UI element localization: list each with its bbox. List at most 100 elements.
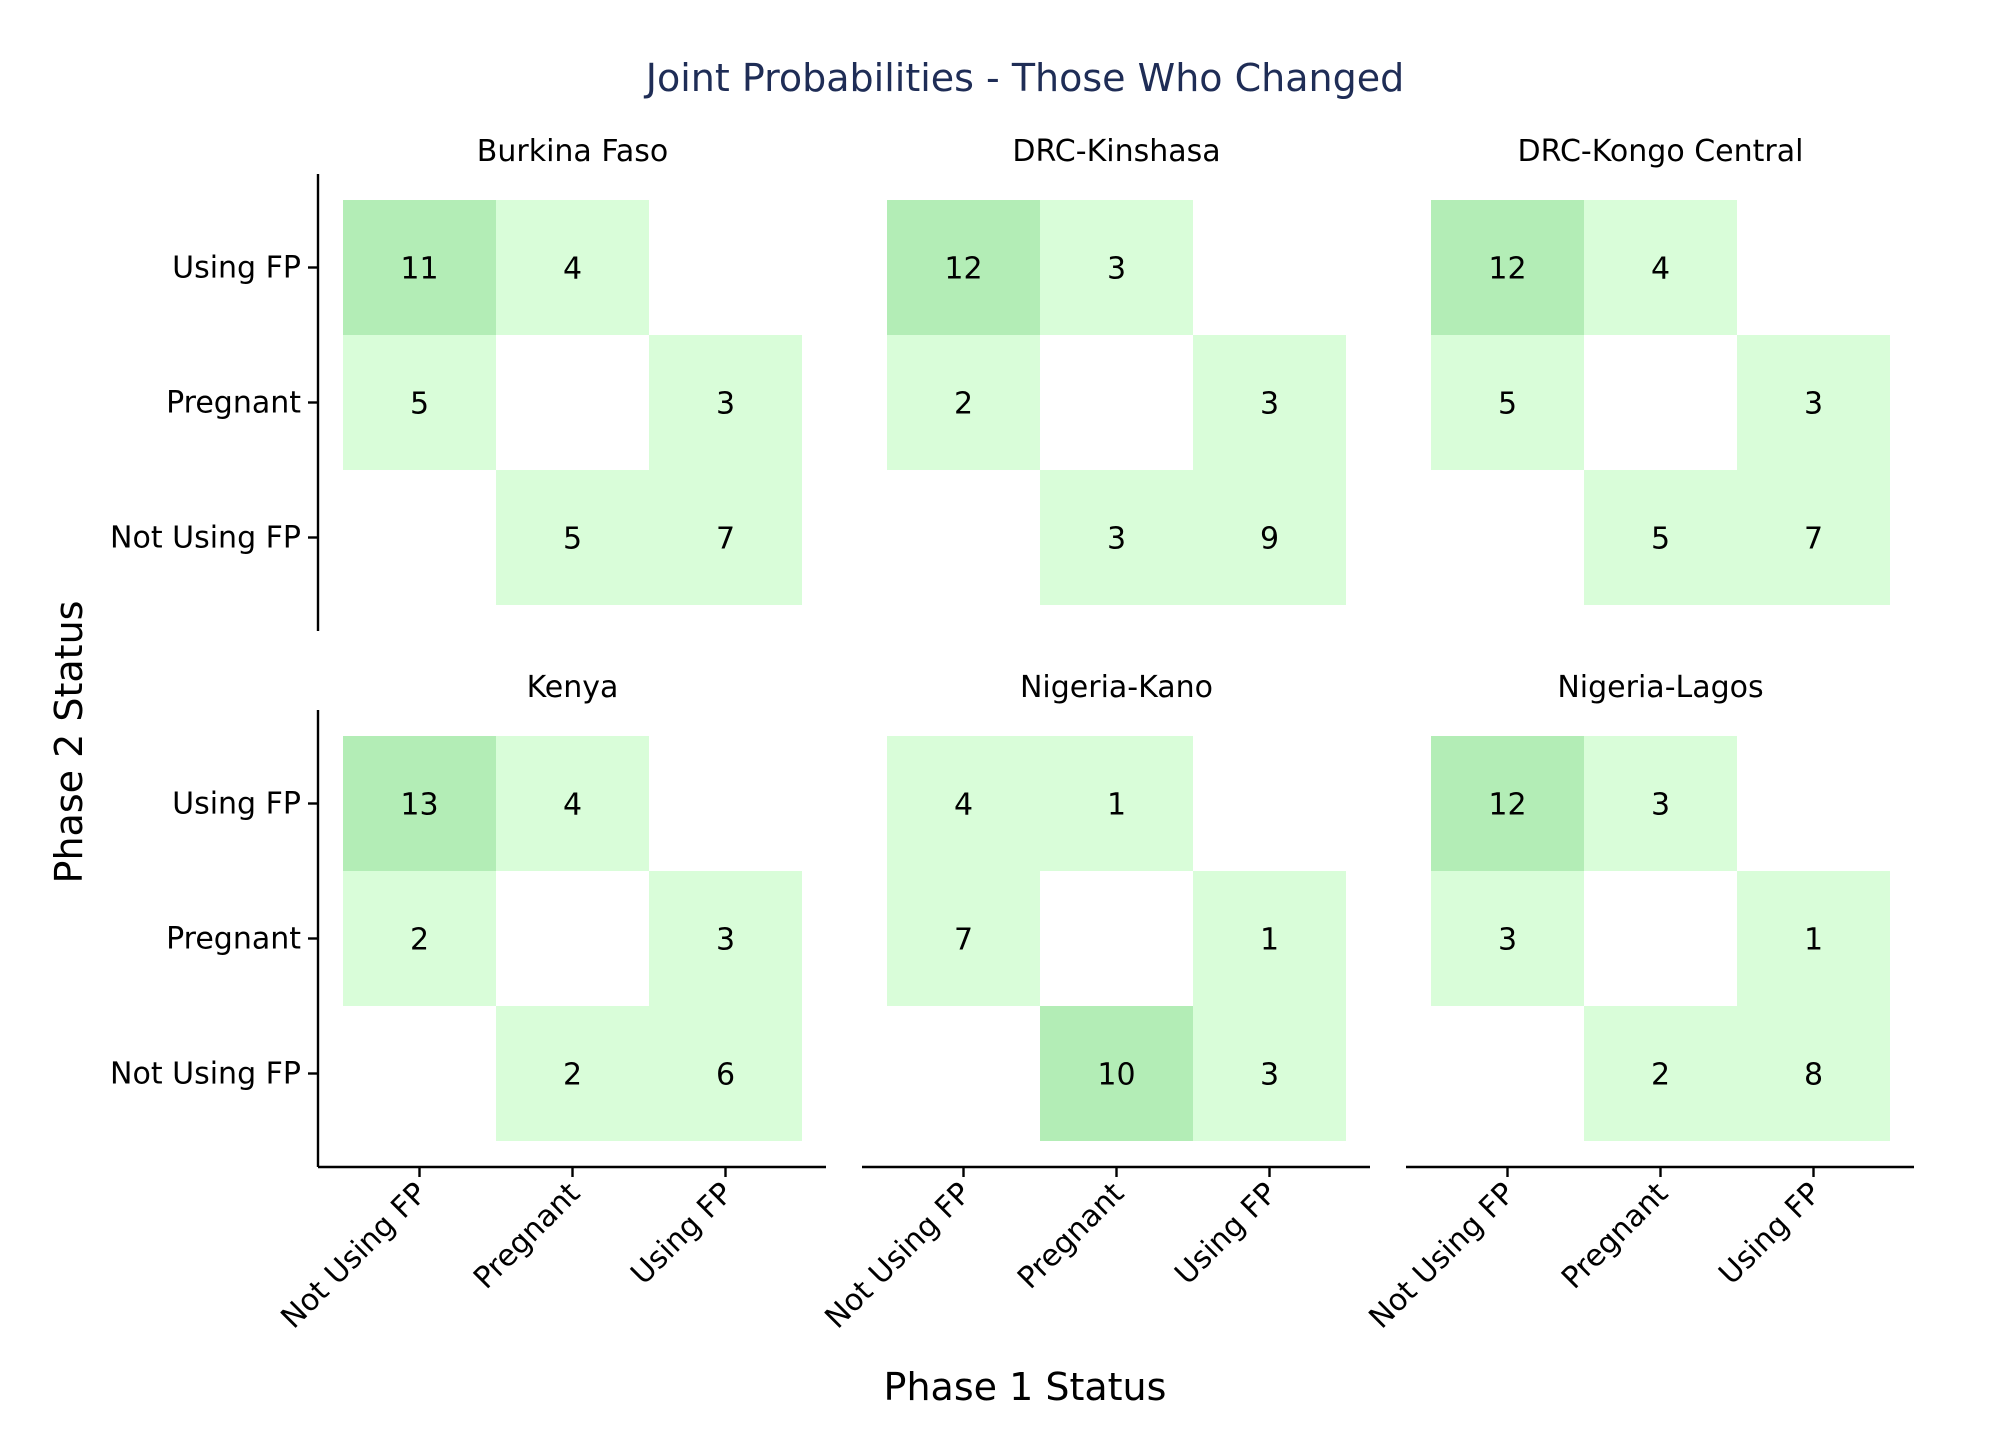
facet-panel: Kenya 13 4 2 3 2 6 Using FP Pregnant Not Using FP… — [110, 670, 826, 1336]
y-tick-label: Using FP — [172, 251, 301, 286]
facet-label: DRC-Kinshasa — [1012, 134, 1220, 169]
x-axis-title: Phase 1 Status — [884, 1365, 1167, 1409]
facet-label: Nigeria-Kano — [1020, 670, 1213, 705]
heatmap-cell — [1431, 871, 1584, 1006]
heatmap-cell — [496, 1006, 649, 1141]
facet-panel: DRC-Kinshasa 12 3 2 3 3 9 — [887, 134, 1346, 605]
heatmap-cell — [496, 200, 649, 335]
heatmap-cell — [1193, 871, 1346, 1006]
heatmap-cell — [887, 871, 1040, 1006]
heatmap-cell — [1737, 335, 1890, 470]
cell-value-label: 4 — [563, 788, 582, 823]
heatmap-cell — [1584, 470, 1737, 605]
cell-value-label: 2 — [563, 1058, 582, 1093]
cell-value-label: 3 — [716, 387, 735, 422]
y-axis-title: Phase 2 Status — [47, 601, 91, 884]
heatmap-cell — [1737, 871, 1890, 1006]
cell-value-label: 2 — [954, 387, 973, 422]
x-tick-label: Pregnant — [467, 1176, 587, 1296]
cell-value-label: 5 — [1651, 522, 1670, 557]
heatmap-cell — [1737, 470, 1890, 605]
cell-value-label: 7 — [1804, 522, 1823, 557]
x-tick-label: Not Using FP — [274, 1176, 434, 1336]
cell-value-label: 12 — [1488, 788, 1526, 823]
cell-value-label: 5 — [1498, 387, 1517, 422]
cell-value-label: 1 — [1804, 923, 1823, 958]
heatmap-cell — [1737, 1006, 1890, 1141]
heatmap-cell — [1193, 470, 1346, 605]
cell-value-label: 5 — [410, 387, 429, 422]
heatmap-cell — [1193, 335, 1346, 470]
cell-value-label: 10 — [1097, 1058, 1135, 1093]
heatmap-cell — [887, 200, 1040, 335]
heatmap-cell — [1431, 200, 1584, 335]
cell-value-label: 3 — [1498, 923, 1517, 958]
heatmap-cell — [1431, 335, 1584, 470]
cell-value-label: 3 — [1651, 788, 1670, 823]
facet-label: Nigeria-Lagos — [1557, 670, 1763, 705]
heatmap-cell — [649, 1006, 802, 1141]
cell-value-label: 13 — [400, 788, 438, 823]
heatmap-cell — [887, 736, 1040, 871]
y-tick-label: Pregnant — [166, 386, 301, 421]
cell-value-label: 6 — [716, 1058, 735, 1093]
cell-value-label: 7 — [954, 923, 973, 958]
chart-title: Joint Probabilities - Those Who Changed — [644, 56, 1404, 100]
heatmap-cell — [649, 470, 802, 605]
cell-value-label: 3 — [1804, 387, 1823, 422]
cell-value-label: 12 — [944, 252, 982, 287]
heatmap-cell — [649, 871, 802, 1006]
y-tick-label: Not Using FP — [110, 1057, 301, 1092]
cell-value-label: 4 — [1651, 252, 1670, 287]
cell-value-label: 7 — [716, 522, 735, 557]
heatmap-cell — [496, 736, 649, 871]
x-tick-label: Using FP — [624, 1176, 740, 1292]
heatmap-cell — [1584, 200, 1737, 335]
cell-value-label: 1 — [1260, 923, 1279, 958]
cell-value-label: 2 — [1651, 1058, 1670, 1093]
cell-value-label: 3 — [1107, 522, 1126, 557]
heatmap-cell — [1584, 1006, 1737, 1141]
cell-value-label: 3 — [1260, 1058, 1279, 1093]
facet-label: Kenya — [527, 670, 619, 705]
cell-value-label: 2 — [410, 923, 429, 958]
heatmap-cell — [343, 736, 496, 871]
x-tick-label: Using FP — [1712, 1176, 1828, 1292]
facet-panel: Burkina Faso 11 4 5 3 5 7 Using FP Pregnant Not U… — [110, 134, 802, 631]
cell-value-label: 8 — [1804, 1058, 1823, 1093]
x-tick-label: Not Using FP — [818, 1176, 978, 1336]
cell-value-label: 1 — [1107, 788, 1126, 823]
facet-panel: DRC-Kongo Central 12 4 5 3 5 7 — [1431, 134, 1890, 605]
cell-value-label: 12 — [1488, 252, 1526, 287]
x-tick-label: Pregnant — [1011, 1176, 1131, 1296]
facet-label: DRC-Kongo Central — [1518, 134, 1804, 169]
cell-value-label: 3 — [716, 923, 735, 958]
cell-value-label: 4 — [563, 252, 582, 287]
heatmap-cell — [1040, 736, 1193, 871]
heatmap-cell — [496, 470, 649, 605]
cell-value-label: 3 — [1260, 387, 1279, 422]
heatmap-cell — [1584, 736, 1737, 871]
heatmap-cell — [1193, 1006, 1346, 1141]
y-tick-label: Not Using FP — [110, 521, 301, 556]
cell-value-label: 5 — [563, 522, 582, 557]
facet-label: Burkina Faso — [477, 134, 668, 169]
heatmap-cell — [1040, 200, 1193, 335]
cell-value-label: 3 — [1107, 252, 1126, 287]
heatmap-cell — [1040, 1006, 1193, 1141]
y-tick-label: Pregnant — [166, 922, 301, 957]
heatmap-cell — [343, 871, 496, 1006]
heatmap-cell — [343, 335, 496, 470]
x-tick-label: Pregnant — [1555, 1176, 1675, 1296]
facet-panel: Nigeria-Kano 4 1 7 1 10 3 Not Using FP Pregnant U… — [818, 670, 1370, 1336]
heatmap-cell — [343, 200, 496, 335]
cell-value-label: 11 — [400, 252, 438, 287]
heatmap-cell — [887, 335, 1040, 470]
x-tick-label: Using FP — [1168, 1176, 1284, 1292]
cell-value-label: 9 — [1260, 522, 1279, 557]
heatmap-cell — [1431, 736, 1584, 871]
heatmap-cell — [1040, 470, 1193, 605]
